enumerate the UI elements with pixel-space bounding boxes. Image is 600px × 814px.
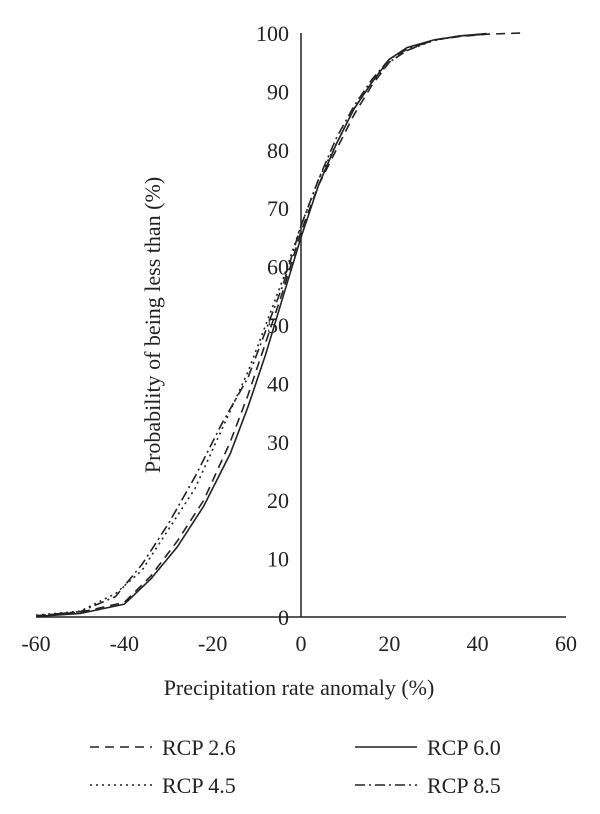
y-tick-label: 10 [267,547,289,572]
x-tick-label: 60 [555,631,577,656]
y-tick-label: 80 [267,138,289,163]
y-tick-label: 0 [278,605,289,630]
series-layer [35,32,522,618]
legend-label: RCP 8.5 [427,773,501,798]
legend: RCP 2.6 RCP 4.5 RCP 6.0 RCP 8.5 [90,735,501,798]
legend-label: RCP 4.5 [162,773,236,798]
y-tick-label: 20 [267,488,289,513]
y-tick-label: 60 [267,255,289,280]
series-line-3 [35,32,487,618]
y-tick-label: 30 [267,430,289,455]
series-line-2 [35,33,487,616]
x-tick-label: 20 [378,631,400,656]
y-axis-title: Probability of being less than (%) [140,177,165,473]
series-line-4 [35,33,487,617]
y-tick-label: 40 [267,371,289,396]
y-tick-label: 70 [267,196,289,221]
x-tick-label: -60 [21,631,50,656]
legend-label: RCP 6.0 [427,735,501,760]
y-tick-label: 90 [267,79,289,104]
y-tick-label: 100 [256,21,289,46]
x-axis-title: Precipitation rate anomaly (%) [164,675,435,700]
x-tick-label: -20 [198,631,227,656]
x-tick-label: -40 [110,631,139,656]
legend-label: RCP 2.6 [162,735,236,760]
x-tick-label: 40 [467,631,489,656]
x-tick-label: 0 [296,631,307,656]
